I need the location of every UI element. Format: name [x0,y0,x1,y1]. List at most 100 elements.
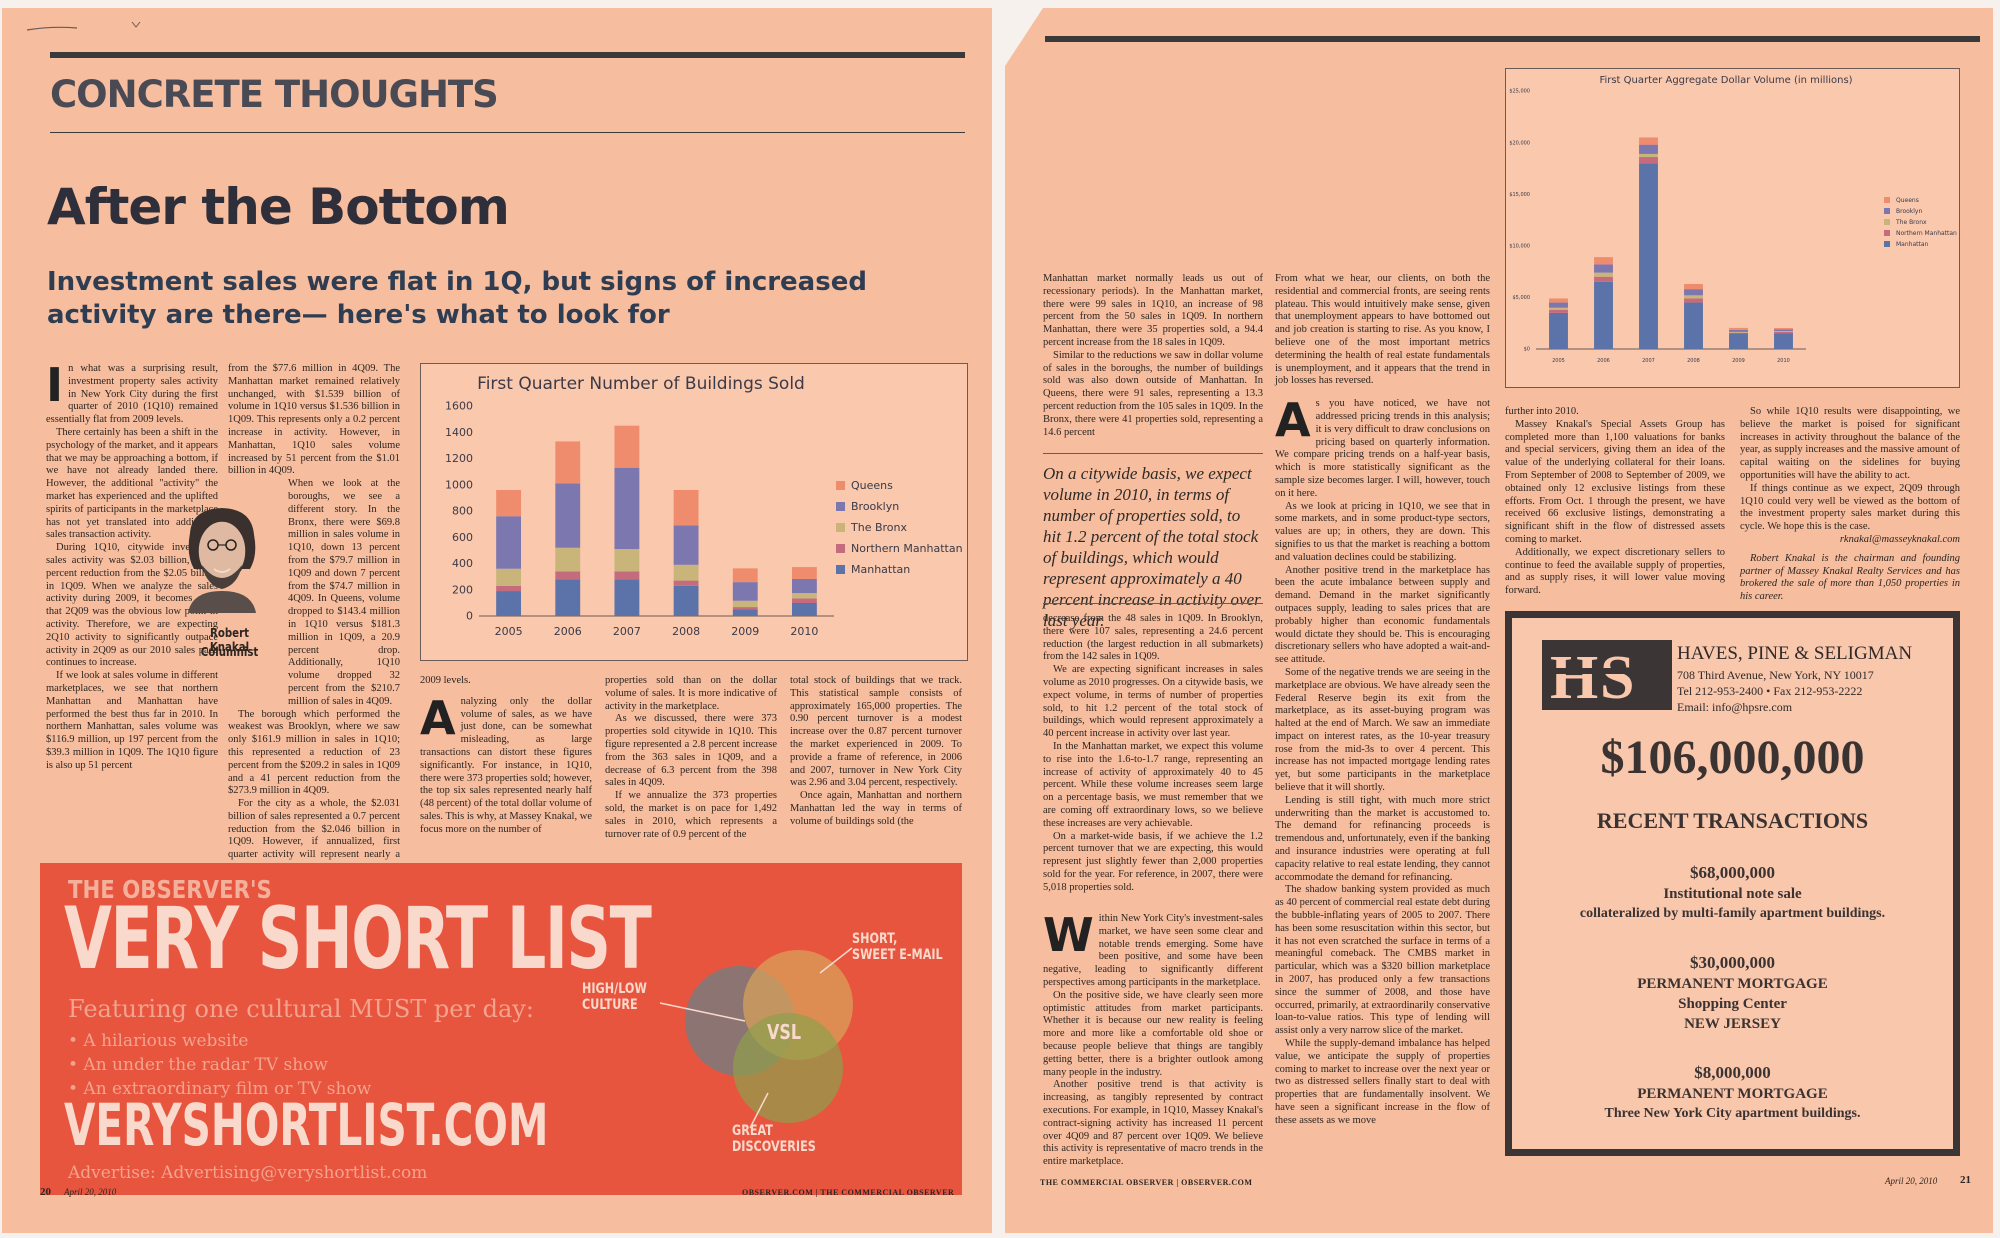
x-tick-label: 2006 [1597,358,1610,364]
pull-quote-rule-bottom [1043,603,1263,604]
page-number: 20 [40,1186,51,1198]
legend-item: Brooklyn [836,500,899,513]
bar-segment [791,598,817,604]
bar-segment [1549,302,1568,308]
legend-label: Queens [851,479,893,492]
legend-label: Manhattan [1896,241,1929,248]
x-tick-label: 2009 [731,625,759,638]
article-col-6b: decrease from the 48 sales in 1Q09. In B… [1043,613,1263,893]
bar-segment [555,579,581,616]
hps-t1-line1: Institutional note sale [1663,886,1802,902]
hps-ad[interactable]: H S HAVES, PINE & SELIGMAN 708 Third Ave… [1505,611,1960,1156]
section-rule [50,132,965,133]
legend-item: Northern Manhattan [836,542,963,555]
hps-t2-line1: PERMANENT MORTGAGE [1637,976,1828,992]
y-tick-label: 600 [452,531,473,544]
x-tick-label: 2010 [790,625,818,638]
bar-segment [555,547,581,572]
bar-segment [1774,333,1793,349]
legend-swatch [1884,197,1890,203]
legend-item: Queens [1884,197,1919,204]
hps-t2-line3: NEW JERSEY [1684,1016,1781,1032]
y-tick-label: 200 [452,583,473,596]
columnist-portrait [188,508,256,613]
bar-segment [732,609,758,616]
hps-t3-line1: PERMANENT MORTGAGE [1637,1086,1828,1102]
bar-segment [1639,137,1658,145]
x-tick-label: 2008 [672,625,700,638]
x-tick-label: 2010 [1777,358,1790,364]
bar-segment [1549,307,1568,310]
page-number-right: 21 [1960,1174,1971,1186]
legend-label: The Bronx [1896,219,1927,226]
bar-segment [1684,283,1703,290]
bar-segment [1594,264,1613,273]
bar-segment [1639,163,1658,349]
bar-segment [614,467,640,550]
venn-pointers [659,947,853,1129]
legend-swatch [836,502,845,511]
hps-t3-amount: $8,000,000 [1694,1063,1771,1082]
headline: After the Bottom [47,178,510,236]
bar-segment [1729,331,1748,333]
bar-segment [1639,144,1658,154]
bar-segment [496,516,522,569]
bar-segment [732,607,758,610]
bar-segment [1594,257,1613,265]
columnist-role: Columnist [200,645,259,659]
legend-item: Brooklyn [1884,208,1922,215]
bar-segment [1729,329,1748,332]
bar-segment [555,483,581,548]
vsl-bullet: • A hilarious website [68,1031,249,1051]
chart-dollar-volume: First Quarter Aggregate Dollar Volume (i… [1505,68,1960,388]
y-tick-label: $10,000 [1509,243,1530,249]
article-col-7: From what we hear, our clients, on both … [1275,273,1490,1126]
bar-segment [1684,289,1703,296]
chart-buildings-sold: First Quarter Number of Buildings Sold 0… [420,363,968,661]
y-tick-label: 1200 [445,452,473,465]
x-tick-label: 2008 [1687,358,1700,364]
legend-label: Manhattan [851,563,911,576]
bar-segment [732,600,758,608]
bar-segment [1594,272,1613,277]
vsl-center-label: VSL [767,1020,802,1044]
author-email: rknakal@masseyknakal.com [1839,533,1960,545]
bar-segment [1549,312,1568,349]
bar-segment [1774,331,1793,334]
y-tick-label: 1600 [445,400,473,413]
bar-segment [614,571,640,580]
legend-label: Northern Manhattan [851,542,963,555]
bar-segment [791,603,817,616]
bar-segment [1594,276,1613,282]
legend-item: Manhattan [836,563,910,576]
bar-segment [791,578,817,594]
footer-date: April 20, 2010 [64,1187,117,1197]
hps-email-link[interactable]: Email: info@hpsre.com [1677,700,1793,714]
bar-segment [614,579,640,616]
legend-label: Brooklyn [1896,208,1923,215]
venn-diagram [685,950,853,1123]
bar-segment [496,585,522,592]
top-rule [50,52,965,58]
chart-2-svg: $0 $5,000 $10,000 $15,000 $20,000 $25,000 2005… [1509,89,1806,364]
x-tick-label: 2005 [495,625,523,638]
dropcap-a2: A [1275,393,1311,448]
bar-segment [673,525,699,565]
hps-t1-amount: $68,000,000 [1690,863,1775,882]
x-tick-label: 2005 [1552,358,1565,364]
legend-label: Queens [1896,197,1919,204]
bar-segment [1684,302,1703,349]
article-col-4: properties sold than on the dollar volum… [605,675,777,840]
legend-label: Northern Manhattan [1896,230,1957,237]
x-tick-label: 2007 [613,625,641,638]
bar-segment [1774,329,1793,332]
bar-segment [1639,153,1658,158]
footer-date-right: April 20, 2010 [1885,1176,1938,1186]
pull-quote: On a citywide basis, we expect volume in… [1043,464,1261,630]
y-tick-label: $20,000 [1509,140,1530,146]
vsl-url-link[interactable]: VERYSHORTLIST.COM [64,1091,549,1159]
hps-address: 708 Third Avenue, New York, NY 10017 [1677,668,1874,682]
very-short-list-ad[interactable]: THE OBSERVER'S VERY SHORT LIST Featuring… [40,863,962,1195]
hps-t2-amount: $30,000,000 [1690,953,1775,972]
pull-quote-rule-top [1043,453,1263,454]
